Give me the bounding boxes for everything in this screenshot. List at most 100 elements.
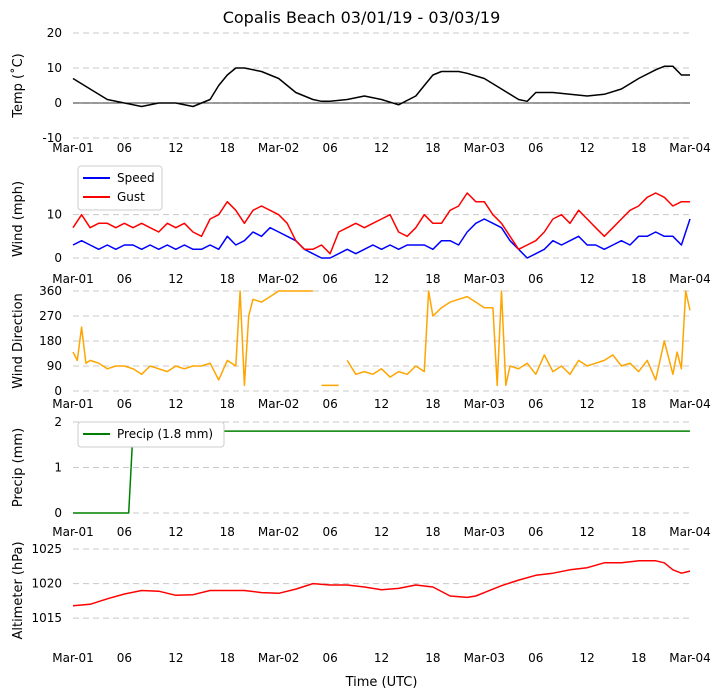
altimeter-panel: 1015 1020 1025 Altimeter (hPa) Mar-01 06 12 18 M… (11, 541, 711, 665)
legend-label: Speed (117, 171, 155, 185)
x-tick-label: 06 (117, 397, 132, 411)
x-tick-label: 18 (631, 272, 646, 286)
wind-panel: 0 10 Wind (mph) Mar-01 06 12 18 Mar-02 06 12 18 Mar… (11, 165, 711, 286)
x-tick-label: 18 (220, 141, 235, 155)
x-tick-label: Mar-02 (258, 397, 299, 411)
x-tick-label: Mar-04 (669, 141, 710, 155)
x-tick-label: 12 (168, 141, 183, 155)
x-tick-label: Mar-03 (464, 651, 505, 665)
x-tick-label: 18 (425, 272, 440, 286)
y-tick-label: 1015 (31, 611, 62, 625)
series-line-precip-1-8-mm- (73, 430, 690, 514)
x-tick-label: Mar-02 (258, 651, 299, 665)
y-axis-label: Altimeter (hPa) (11, 541, 26, 639)
x-tick-label: 12 (580, 141, 595, 155)
x-tick-label: 06 (322, 141, 337, 155)
x-tick-label: 12 (580, 272, 595, 286)
y-tick-label: -10 (42, 131, 62, 145)
y-tick-label: 0 (54, 384, 62, 398)
x-tick-label: Mar-04 (669, 272, 710, 286)
x-tick-label: Mar-04 (669, 397, 710, 411)
y-tick-label: 1 (54, 461, 62, 475)
legend-label: Gust (117, 190, 145, 204)
y-tick-label: 90 (47, 359, 62, 373)
x-tick-label: 06 (117, 141, 132, 155)
x-tick-label: 06 (117, 651, 132, 665)
series-line-speed (72, 218, 691, 259)
x-tick-label: Mar-04 (669, 525, 710, 539)
x-tick-label: Mar-03 (464, 272, 505, 286)
x-tick-label: Mar-02 (258, 141, 299, 155)
y-tick-label: 1020 (31, 577, 62, 591)
x-tick-label: 18 (631, 141, 646, 155)
x-tick-label: Mar-03 (464, 525, 505, 539)
y-axis-label: Wind Direction (11, 293, 26, 389)
y-tick-label: 180 (39, 334, 62, 348)
y-tick-label: 2 (54, 415, 62, 429)
x-tick-label: 06 (322, 525, 337, 539)
x-tick-label: 18 (631, 525, 646, 539)
x-tick-label: 12 (168, 397, 183, 411)
y-tick-label: 360 (39, 284, 62, 298)
x-tick-label: 06 (322, 651, 337, 665)
y-tick-label: 1025 (31, 542, 62, 556)
x-tick-label: 18 (425, 651, 440, 665)
x-tick-label: Mar-02 (258, 525, 299, 539)
legend-label: Precip (1.8 mm) (117, 427, 213, 441)
x-axis-label: Time (UTC) (345, 675, 418, 690)
x-tick-label: Mar-01 (52, 141, 93, 155)
x-tick-label: 12 (374, 141, 389, 155)
x-tick-label: 18 (220, 397, 235, 411)
series-line-gust (72, 192, 690, 255)
x-tick-label: Mar-03 (464, 397, 505, 411)
chart-title: Copalis Beach 03/01/19 - 03/03/19 (222, 8, 501, 27)
y-axis-label: Wind (mph) (11, 181, 26, 257)
x-tick-label: 06 (528, 141, 543, 155)
y-tick-label: 0 (54, 96, 62, 110)
y-tick-label: 10 (47, 208, 62, 222)
x-tick-label: 12 (374, 272, 389, 286)
y-tick-label: 0 (54, 506, 62, 520)
x-tick-label: 18 (631, 651, 646, 665)
y-axis-label: Precip (mm) (11, 428, 26, 507)
y-tick-label: 0 (54, 251, 62, 265)
x-tick-label: 12 (168, 525, 183, 539)
x-tick-label: 18 (425, 397, 440, 411)
x-tick-label: 06 (528, 651, 543, 665)
temperature-panel: -10 0 10 20 Temp (˚C) Mar-01 06 12 18 Mar-02 06 12 1… (10, 26, 711, 155)
x-tick-label: 18 (220, 651, 235, 665)
y-axis-label: Temp (˚C) (10, 53, 26, 119)
wind-direction-panel: 0 90 180 270 360 Wind Direction Mar-01 06 12 18 Ma… (11, 284, 711, 411)
x-tick-label: Mar-01 (52, 525, 93, 539)
y-tick-label: 20 (47, 26, 62, 40)
x-tick-label: 12 (374, 397, 389, 411)
x-tick-label: 12 (580, 525, 595, 539)
x-tick-label: 18 (220, 272, 235, 286)
x-tick-label: Mar-01 (52, 397, 93, 411)
series-line-2-0 (72, 290, 691, 387)
legend-box (77, 421, 225, 448)
x-tick-label: Mar-02 (258, 272, 299, 286)
x-tick-label: 18 (425, 525, 440, 539)
x-tick-label: 12 (580, 651, 595, 665)
x-tick-label: Mar-01 (52, 272, 93, 286)
x-tick-label: 06 (117, 525, 132, 539)
x-tick-label: 12 (168, 272, 183, 286)
x-tick-label: 06 (322, 272, 337, 286)
x-tick-label: 06 (117, 272, 132, 286)
x-tick-label: Mar-01 (52, 651, 93, 665)
x-tick-label: 18 (220, 525, 235, 539)
x-tick-label: 06 (528, 397, 543, 411)
x-tick-label: 06 (528, 525, 543, 539)
x-tick-label: 12 (580, 397, 595, 411)
x-tick-label: 18 (631, 397, 646, 411)
series-line-0-0 (72, 65, 690, 108)
x-tick-label: Mar-04 (669, 651, 710, 665)
x-tick-label: 18 (425, 141, 440, 155)
series-line-4-0 (72, 560, 691, 607)
y-tick-label: 10 (47, 61, 62, 75)
x-tick-label: 12 (168, 651, 183, 665)
x-tick-label: 12 (374, 525, 389, 539)
